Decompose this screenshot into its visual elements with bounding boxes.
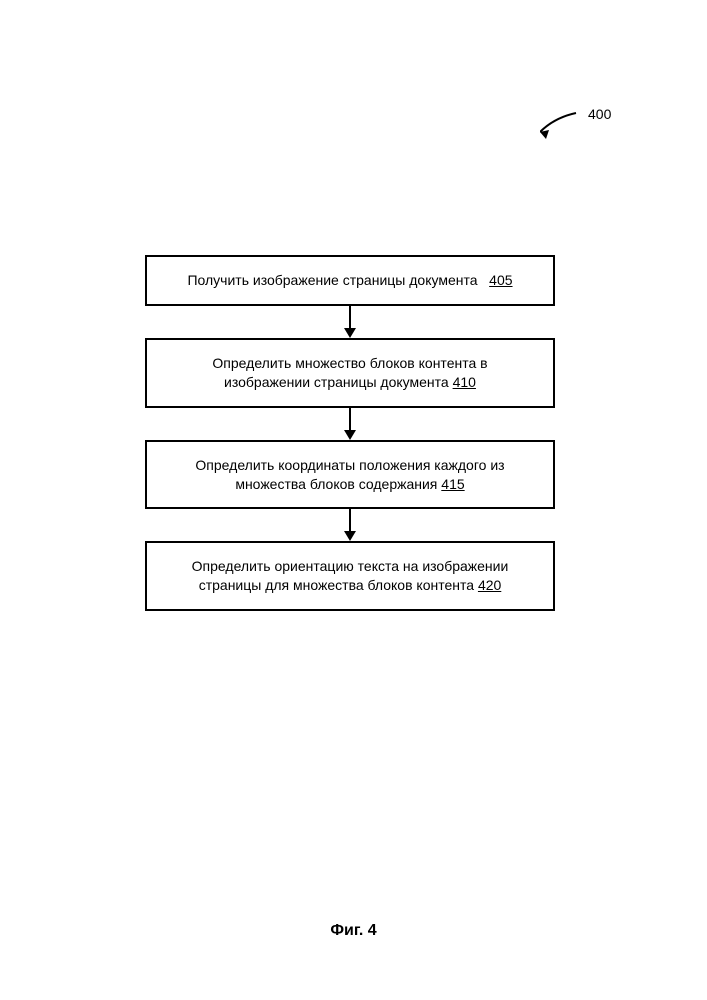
flow-node-405: Получить изображение страницы документа …	[145, 255, 555, 306]
node-text: Определить множество блоков контента в и…	[212, 355, 487, 390]
reference-number: 400	[588, 106, 611, 122]
flow-node-415: Определить координаты положения каждого …	[145, 440, 555, 510]
flow-connector	[344, 509, 356, 541]
flow-node-410: Определить множество блоков контента в и…	[145, 338, 555, 408]
connector-stem	[349, 306, 351, 328]
node-number: 410	[453, 374, 476, 390]
flow-node-420: Определить ориентацию текста на изображе…	[145, 541, 555, 611]
flow-connector	[344, 306, 356, 338]
node-text: Получить изображение страницы документа	[187, 272, 477, 288]
connector-stem	[349, 408, 351, 430]
arrow-down-icon	[344, 531, 356, 541]
node-number: 415	[441, 476, 464, 492]
arrow-down-icon	[344, 430, 356, 440]
figure-caption: Фиг. 4	[0, 922, 707, 940]
connector-stem	[349, 509, 351, 531]
figure-page: 400 Получить изображение страницы докуме…	[0, 0, 707, 1000]
flow-connector	[344, 408, 356, 440]
flowchart: Получить изображение страницы документа …	[145, 255, 555, 611]
reference-arrow	[540, 110, 586, 144]
arrow-down-icon	[344, 328, 356, 338]
node-number: 405	[489, 272, 512, 288]
node-text: Определить ориентацию текста на изображе…	[192, 558, 509, 593]
node-number: 420	[478, 577, 501, 593]
